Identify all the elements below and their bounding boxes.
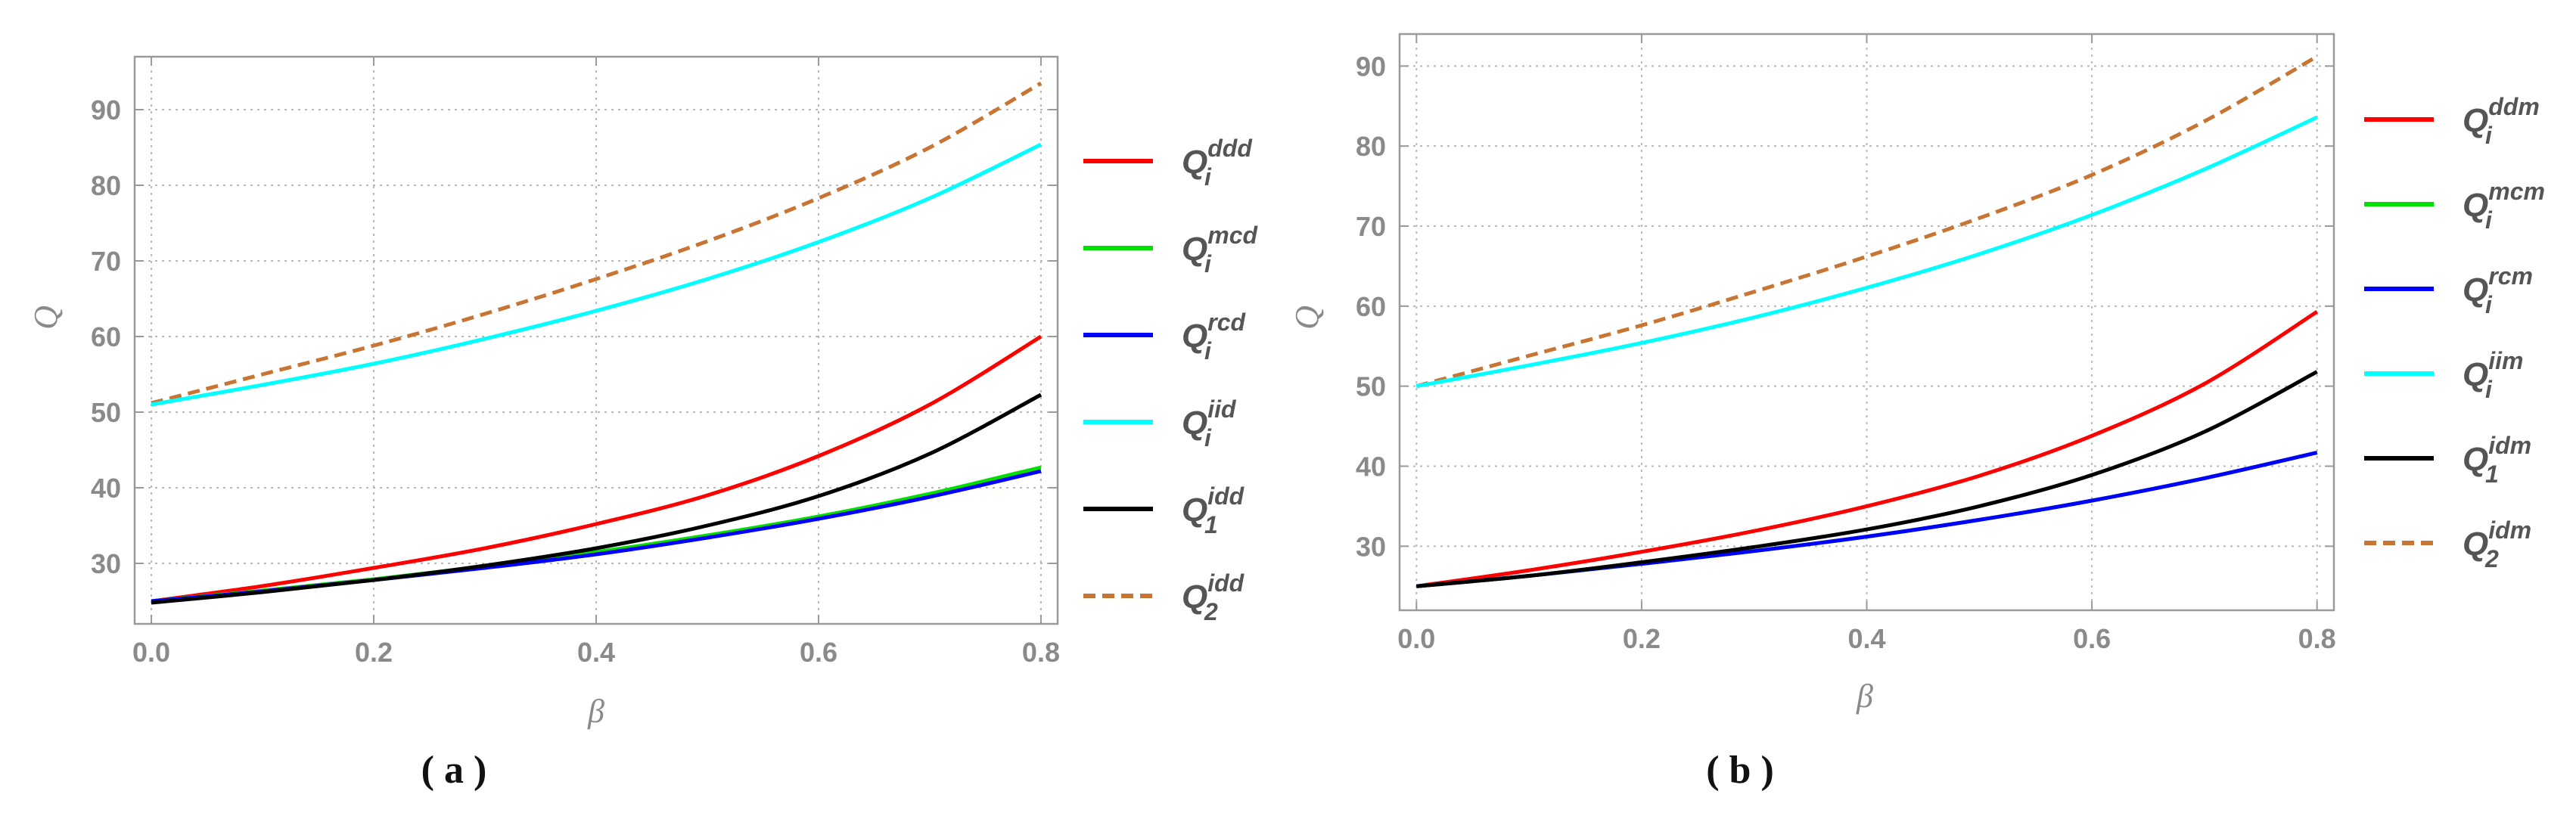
x-tick-label: 0.6: [2073, 623, 2111, 654]
series-line-idm-1: [1416, 370, 2318, 588]
legend-item: Qidd 1: [1083, 482, 1245, 538]
y-tick-label: 30: [1356, 531, 1386, 562]
series-line-idm-2: [1415, 54, 2318, 389]
series-line-iim-i: [1415, 115, 2318, 389]
x-axis-label: β: [1856, 678, 1873, 715]
legend-label: Qiim i: [2463, 347, 2523, 403]
legend-label: Qidd 1: [1182, 482, 1245, 538]
panel-caption: ( b ): [1706, 749, 1774, 792]
legend-item: Qmcd i: [1083, 222, 1258, 278]
legend-item: Qddm i: [2364, 93, 2540, 149]
chart-panel-b: 0.0 0.2 0.4 0.6 0.8 30 40 50 60 70 80 90 Qβ ( b ) Qddm…: [1288, 33, 2545, 792]
x-tick-label: 0.2: [1623, 623, 1661, 654]
y-tick-label: 40: [1356, 451, 1386, 482]
legend-label: Qrcm i: [2463, 262, 2533, 318]
legend-item: Qiid i: [1083, 395, 1237, 451]
plot-area: [135, 57, 1058, 624]
y-tick-label: 70: [1356, 211, 1386, 242]
legend-label: Qidm 1: [2463, 432, 2531, 488]
series-line-idd-2: [151, 81, 1043, 405]
y-tick-label: 50: [91, 397, 121, 428]
y-tick-label: 80: [91, 170, 121, 201]
series-line-iid-i: [151, 142, 1043, 407]
y-axis-label: Q: [27, 306, 64, 330]
y-tick-label: 60: [91, 321, 121, 352]
y-tick-label: 60: [1356, 291, 1386, 322]
y-tick-label: 90: [1356, 51, 1386, 82]
x-axis-label: β: [587, 693, 604, 730]
legend-item: Qiim i: [2364, 347, 2523, 403]
x-tick-label: 0.0: [1397, 623, 1435, 654]
x-tick-label: 0.8: [2298, 623, 2336, 654]
legend-item: Qidd 2: [1083, 569, 1245, 625]
chart-panel-a: 0.0 0.2 0.4 0.6 0.8 30 40 50 60 70 80 90 Qβ ( a ) Qddd…: [27, 55, 1258, 792]
x-tick-label: 0.0: [132, 637, 170, 668]
legend-label: Qmcd i: [1182, 222, 1258, 278]
legend-label: Qddm i: [2463, 93, 2540, 149]
x-tick-label: 0.4: [577, 637, 615, 668]
legend-label: Qiid i: [1182, 395, 1237, 451]
panel-caption: ( a ): [421, 749, 487, 792]
series-line-idd-1: [151, 392, 1043, 605]
x-tick-label: 0.2: [355, 637, 393, 668]
legend-label: Qmcm i: [2463, 178, 2545, 234]
y-tick-label: 90: [91, 95, 121, 126]
legend-label: Qidd 2: [1182, 569, 1245, 625]
legend-item: Qidm 1: [2364, 432, 2531, 488]
y-tick-label: 50: [1356, 371, 1386, 402]
series-line-ddm-i: [1415, 310, 2319, 588]
legend-label: Qidm 2: [2463, 516, 2531, 572]
y-tick-label: 30: [91, 548, 121, 579]
legend-label: Qddd i: [1182, 135, 1253, 191]
y-tick-label: 80: [1356, 131, 1386, 162]
y-tick-label: 70: [91, 246, 121, 277]
legend-item: Qrcd i: [1083, 309, 1246, 364]
x-tick-label: 0.4: [1847, 623, 1885, 654]
legend-label: Qrcd i: [1182, 309, 1246, 364]
series-line-ddd-i: [151, 334, 1043, 603]
y-tick-label: 40: [91, 473, 121, 504]
legend-item: Qmcm i: [2364, 178, 2545, 234]
legend-item: Qddd i: [1083, 135, 1253, 191]
x-tick-label: 0.8: [1022, 637, 1060, 668]
x-tick-label: 0.6: [800, 637, 837, 668]
legend-item: Qidm 2: [2364, 516, 2531, 572]
y-axis-label: Q: [1288, 306, 1325, 330]
legend-item: Qrcm i: [2364, 262, 2533, 318]
